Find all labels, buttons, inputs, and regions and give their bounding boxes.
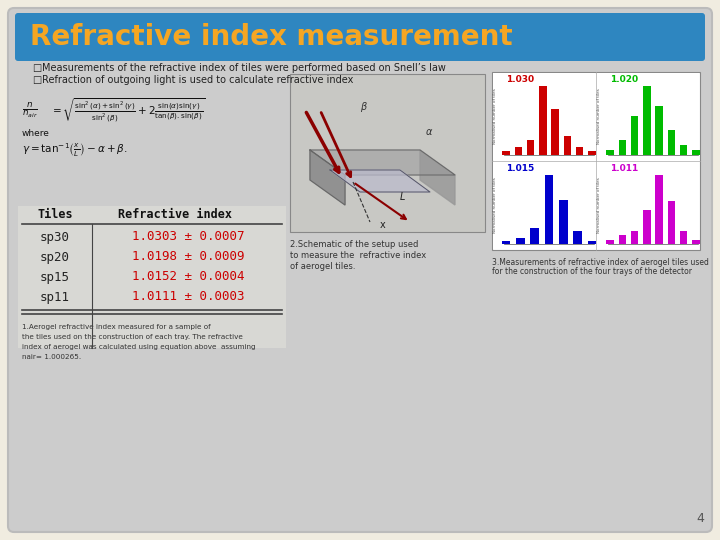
Bar (618, 235, 626, 244)
Text: 1.011: 1.011 (610, 164, 638, 173)
Bar (502, 241, 510, 244)
Bar (545, 175, 553, 244)
Text: Normalised number of tiles: Normalised number of tiles (493, 178, 497, 233)
Bar (564, 136, 571, 155)
Polygon shape (310, 150, 345, 205)
Polygon shape (420, 150, 455, 205)
Text: Refractive index measurement: Refractive index measurement (30, 23, 513, 51)
Text: x: x (380, 220, 386, 230)
FancyBboxPatch shape (18, 84, 286, 200)
Text: to measure the  refractive index: to measure the refractive index (290, 251, 426, 260)
Text: 4: 4 (696, 511, 704, 524)
Text: of aerogel tiles.: of aerogel tiles. (290, 262, 356, 271)
Bar (692, 150, 700, 155)
Text: sp30: sp30 (40, 231, 70, 244)
Text: Tiles: Tiles (37, 208, 73, 221)
Bar (493, 162, 595, 249)
Bar (680, 231, 688, 244)
Text: sp20: sp20 (40, 251, 70, 264)
Text: $= \sqrt{\frac{\sin^2(\alpha)+\sin^2(\gamma)}{\sin^2(\beta)} + 2\frac{\sin(\alph: $= \sqrt{\frac{\sin^2(\alpha)+\sin^2(\ga… (50, 96, 206, 124)
Bar (588, 241, 596, 244)
Bar (692, 240, 700, 244)
Polygon shape (310, 150, 455, 175)
Bar (527, 140, 534, 155)
Text: 1.0303 ± 0.0007: 1.0303 ± 0.0007 (132, 231, 244, 244)
Text: $\alpha$: $\alpha$ (425, 127, 433, 137)
Bar (515, 147, 522, 155)
Bar (680, 145, 688, 155)
Bar (667, 130, 675, 155)
Text: Normalised number of tiles: Normalised number of tiles (597, 178, 601, 233)
Bar (655, 106, 663, 155)
Text: Refraction of outgoing light is used to calculate refractive index: Refraction of outgoing light is used to … (42, 75, 354, 85)
Text: index of aerogel was calculated using equation above  assuming: index of aerogel was calculated using eq… (22, 344, 256, 350)
Bar (667, 201, 675, 244)
Bar (643, 210, 651, 244)
Text: Measurements of the refractive index of tiles were performed based on Snell’s la: Measurements of the refractive index of … (42, 63, 446, 73)
Bar (559, 200, 567, 244)
Text: sp11: sp11 (40, 291, 70, 303)
Text: 1.0198 ± 0.0009: 1.0198 ± 0.0009 (132, 251, 244, 264)
Bar (597, 162, 699, 249)
Text: Normalised number of tiles: Normalised number of tiles (493, 89, 497, 144)
Text: 1.Aerogel refractive index measured for a sample of: 1.Aerogel refractive index measured for … (22, 324, 211, 330)
Bar (531, 228, 539, 244)
Text: the tiles used on the construction of each tray. The refractive: the tiles used on the construction of ea… (22, 334, 243, 340)
Text: $\gamma = \tan^{-1}\!\left(\frac{x}{L}\right) - \alpha + \beta.$: $\gamma = \tan^{-1}\!\left(\frac{x}{L}\r… (22, 141, 127, 159)
Bar (631, 116, 639, 155)
Bar (493, 73, 595, 160)
Text: $\beta$: $\beta$ (360, 100, 368, 114)
Text: 1.030: 1.030 (506, 75, 534, 84)
Bar (606, 240, 613, 244)
Text: where: where (22, 130, 50, 138)
Bar (618, 140, 626, 155)
Text: for the construction of the four trays of the detector: for the construction of the four trays o… (492, 267, 692, 276)
Bar (606, 150, 613, 155)
Text: □: □ (32, 63, 41, 73)
FancyBboxPatch shape (290, 74, 485, 232)
Bar (576, 147, 583, 155)
Bar (643, 86, 651, 155)
Bar (631, 231, 639, 244)
Bar (597, 73, 699, 160)
Bar (552, 109, 559, 155)
Text: 1.0152 ± 0.0004: 1.0152 ± 0.0004 (132, 271, 244, 284)
FancyBboxPatch shape (8, 8, 712, 532)
Text: nair= 1.000265.: nair= 1.000265. (22, 354, 81, 360)
Text: $\frac{n}{n_{air}}$: $\frac{n}{n_{air}}$ (22, 100, 38, 120)
Bar (655, 175, 663, 244)
Bar (516, 238, 525, 244)
Text: 3.Measurements of refractive index of aerogel tiles used: 3.Measurements of refractive index of ae… (492, 258, 709, 267)
FancyBboxPatch shape (492, 72, 700, 250)
Text: Normalised number of tiles: Normalised number of tiles (597, 89, 601, 144)
Text: 2.Schematic of the setup used: 2.Schematic of the setup used (290, 240, 418, 249)
Bar (573, 232, 582, 244)
Bar (588, 151, 595, 155)
Bar (539, 86, 546, 155)
Text: 1.015: 1.015 (506, 164, 534, 173)
Text: □: □ (32, 75, 41, 85)
Text: 1.020: 1.020 (610, 75, 638, 84)
Polygon shape (330, 170, 430, 192)
Text: Refractive index: Refractive index (118, 208, 232, 221)
FancyBboxPatch shape (18, 206, 286, 348)
Text: L: L (400, 192, 405, 202)
Bar (503, 151, 510, 155)
FancyBboxPatch shape (15, 13, 705, 61)
Text: 1.0111 ± 0.0003: 1.0111 ± 0.0003 (132, 291, 244, 303)
Text: sp15: sp15 (40, 271, 70, 284)
